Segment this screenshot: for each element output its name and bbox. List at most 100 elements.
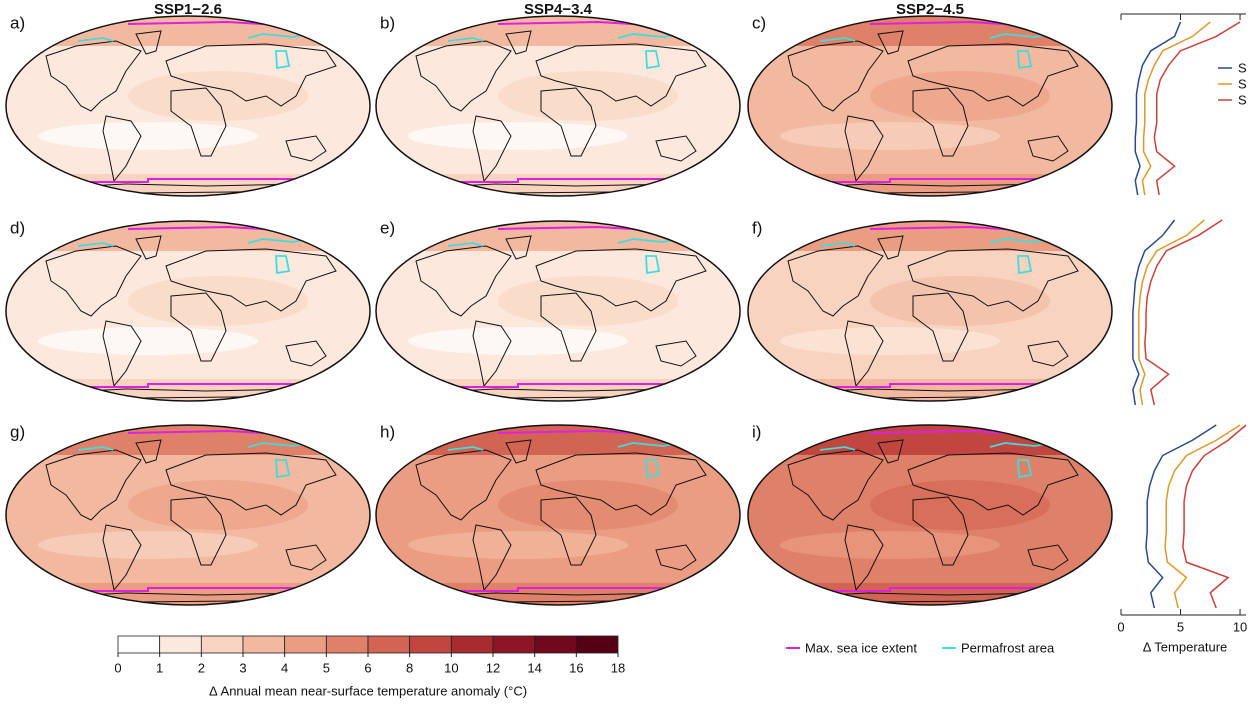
sea-ice: [790, 383, 1070, 388]
colorbar-tick-label: 6: [364, 660, 371, 675]
map-fill: [376, 221, 740, 401]
colorbar-tick-label: 0: [114, 660, 121, 675]
warm-patch: [870, 71, 1050, 121]
cool-patch: [780, 531, 1000, 559]
x-tick-label: 10: [1233, 619, 1247, 634]
colorbar-box: [325, 635, 369, 654]
profile-line: [1182, 424, 1247, 609]
map-fill: [748, 16, 1112, 196]
cool-patch: [408, 122, 628, 150]
colorbar-box: [117, 635, 161, 654]
map-panel: [747, 424, 1113, 606]
map-fill: [748, 425, 1112, 605]
colorbar-tick-label: 8: [406, 660, 413, 675]
colorbar-box: [284, 635, 327, 654]
colorbar-tick-label: 4: [281, 660, 288, 675]
legend-label: S: [1238, 76, 1247, 91]
colorbar-box: [367, 635, 411, 654]
colorbar-tick-label: 16: [569, 660, 583, 675]
colorbar-box: [409, 635, 452, 654]
colorbar-box: [200, 635, 244, 654]
colorbar-label: Δ Annual mean near-surface temperature a…: [209, 683, 527, 698]
x-tick-label: 0: [1117, 619, 1124, 634]
sea-ice: [48, 383, 328, 388]
profile-line: [1144, 219, 1223, 406]
profile-line: [1138, 219, 1205, 406]
x-axis-label: Δ Temperature: [1143, 639, 1228, 654]
column-title: SSP1−2.6: [154, 1, 222, 18]
map-fill: [6, 221, 370, 401]
map-fill: [376, 16, 740, 196]
map-border: [747, 220, 1113, 402]
panel-label: d): [10, 218, 25, 237]
cool-patch: [38, 531, 258, 559]
sea-ice: [418, 587, 698, 592]
map-panel: [375, 220, 741, 402]
profile-line: [1164, 424, 1241, 609]
map-panel: [747, 15, 1113, 197]
legend-label: Permafrost area: [961, 640, 1055, 655]
warm-patch: [498, 71, 678, 121]
colorbar-box: [534, 635, 577, 654]
warm-patch: [870, 480, 1050, 530]
profile-line: [1134, 21, 1182, 196]
sea-ice: [418, 383, 698, 388]
colorbar-tick-label: 3: [239, 660, 246, 675]
cool-patch: [38, 327, 258, 355]
colorbar-tick-label: 2: [198, 660, 205, 675]
map-border: [5, 15, 371, 197]
map-panel: [375, 424, 741, 606]
map-fill: [6, 16, 370, 196]
colorbar-box: [242, 635, 286, 654]
colorbar-tick-label: 5: [323, 660, 330, 675]
legend-label: S: [1238, 92, 1247, 107]
panel-label: i): [752, 422, 761, 441]
sea-ice: [790, 587, 1070, 592]
profile-line: [1132, 219, 1176, 406]
cool-patch: [38, 122, 258, 150]
panel-label: e): [380, 218, 395, 237]
colorbar-tick-label: 14: [527, 660, 541, 675]
map-border: [375, 15, 741, 197]
colorbar-tick-label: 12: [486, 660, 500, 675]
panel-label: g): [10, 422, 25, 441]
profile-line: [1141, 21, 1211, 196]
legend-label: S: [1238, 60, 1247, 75]
panel-label: a): [10, 13, 25, 32]
warm-patch: [498, 276, 678, 326]
column-title: SSP2−4.5: [896, 1, 964, 18]
profile-line: [1145, 424, 1217, 609]
warm-patch: [498, 480, 678, 530]
colorbar-tick-label: 1: [156, 660, 163, 675]
map-panel: [375, 15, 741, 197]
x-tick-label: 5: [1177, 619, 1184, 634]
map-panel: [5, 220, 371, 402]
colorbar-box: [575, 635, 619, 654]
map-border: [747, 15, 1113, 197]
map-border: [375, 220, 741, 402]
colorbar-box: [492, 635, 536, 654]
sea-ice: [790, 178, 1070, 183]
warm-patch: [870, 276, 1050, 326]
map-border: [375, 424, 741, 606]
panel-label: h): [380, 422, 395, 441]
colorbar-tick-label: 18: [611, 660, 625, 675]
warm-patch: [128, 71, 308, 121]
cool-patch: [780, 327, 1000, 355]
map-border: [5, 424, 371, 606]
column-title: SSP4−3.4: [524, 1, 593, 18]
map-fill: [748, 221, 1112, 401]
map-panel: [747, 220, 1113, 402]
cool-patch: [780, 122, 1000, 150]
profile-line: [1153, 21, 1241, 196]
colorbar-box: [159, 635, 202, 654]
warm-patch: [128, 276, 308, 326]
warm-patch: [128, 480, 308, 530]
legend-label: Max. sea ice extent: [805, 640, 917, 655]
map-border: [5, 220, 371, 402]
panel-label: c): [752, 13, 766, 32]
sea-ice: [48, 178, 328, 183]
map-fill: [6, 425, 370, 605]
sea-ice: [48, 587, 328, 592]
